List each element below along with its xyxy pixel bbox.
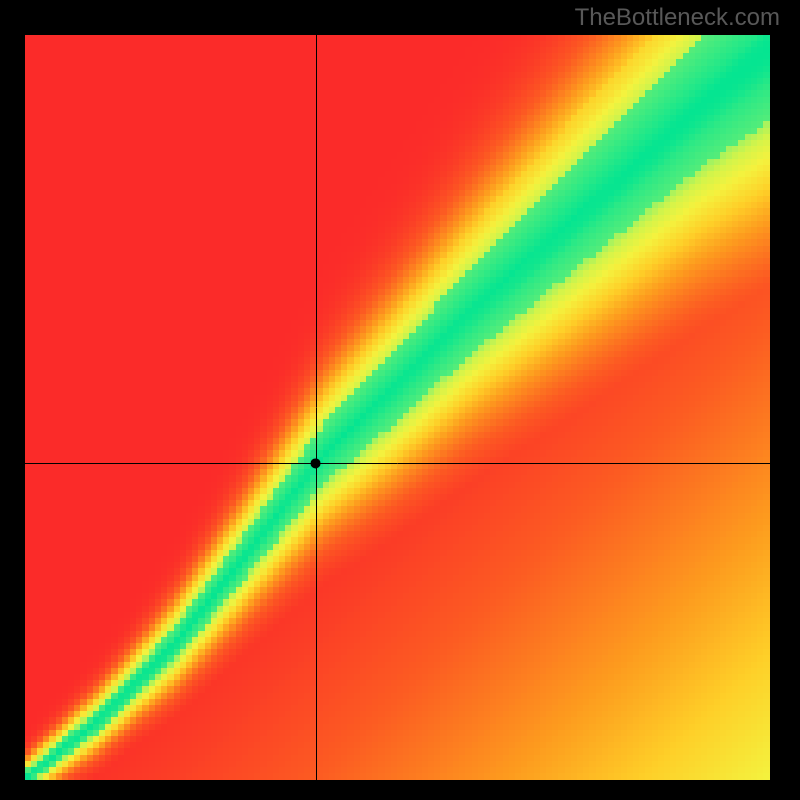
chart-container: TheBottleneck.com	[0, 0, 800, 800]
bottleneck-heatmap	[25, 35, 770, 780]
watermark-text: TheBottleneck.com	[575, 4, 780, 32]
